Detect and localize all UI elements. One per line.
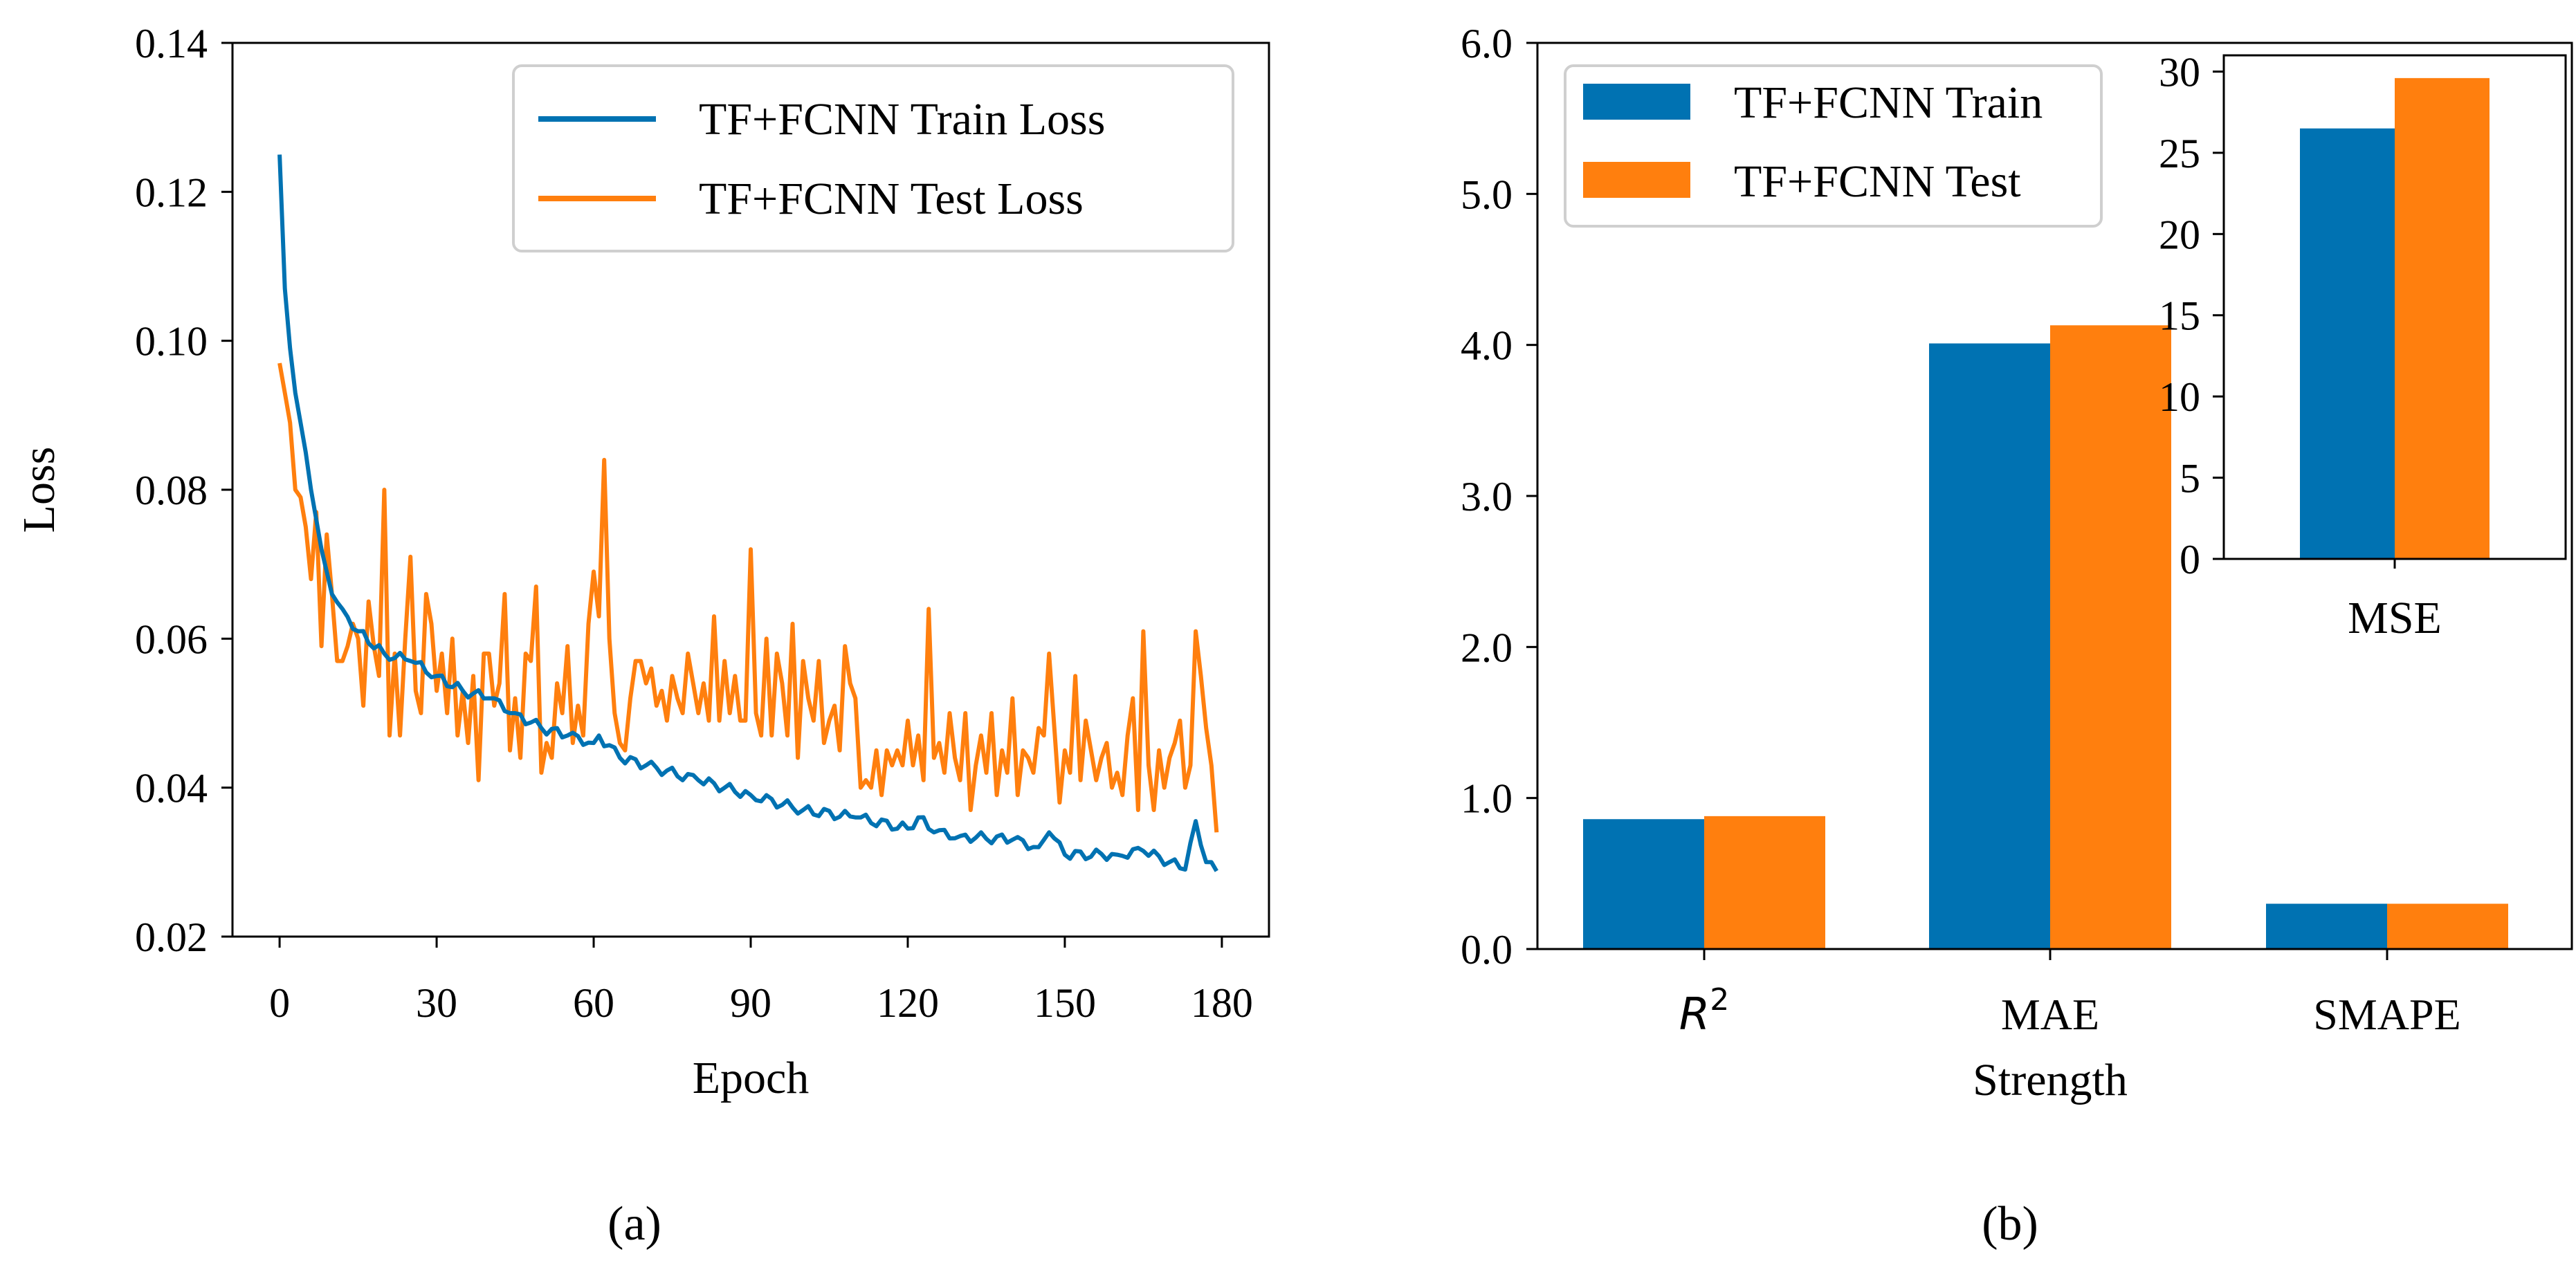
metrics-y-tick-label: 1.0 [1461,776,1513,822]
legend-test-loss-label: TF+FCNN Test Loss [699,174,1084,224]
legend-test-label: TF+FCNN Test [1734,156,2021,207]
metrics-x-axis-label: Strength [1973,1055,2128,1105]
metrics-x-tick-label: SMAPE [2313,990,2460,1039]
metrics-legend: TF+FCNN Train TF+FCNN Test [1564,64,2103,228]
train-bar-mae [1929,343,2050,949]
loss-x-tick-label: 0 [269,980,290,1026]
loss-y-tick-label: 0.02 [135,914,208,960]
metrics-y-tick-label: 0.0 [1461,927,1513,973]
loss-legend-box [512,64,1234,252]
train-bar-mse [2300,128,2395,559]
loss-y-axis-label: Loss [14,447,64,533]
legend-test-swatch [1583,162,1690,198]
metrics-y-tick-label: 5.0 [1461,172,1513,217]
mse-inset-y-tick-label: 30 [2159,49,2200,95]
loss-x-tick-label: 30 [416,980,457,1026]
metrics-y-tick-label: 4.0 [1461,323,1513,369]
metrics-y-tick-label: 3.0 [1461,474,1513,519]
loss-y-tick-label: 0.08 [135,468,208,513]
mse-inset-y-tick-label: 25 [2159,131,2200,176]
metrics-y-tick-label: 6.0 [1461,21,1513,66]
loss-line-chart: 0 30 60 90 120 150 180 0.02 0.04 0.06 0.08 0.10 0.1… [14,21,1270,1251]
loss-legend: TF+FCNN Train Loss TF+FCNN Test Loss [512,64,1234,252]
train-bar-smape [2266,903,2387,949]
metrics-bar-chart: R2 MAE SMAPE 0.0 1.0 2.0 3.0 4.0 5.0 6.0 Strengt… [1461,21,2573,1251]
loss-y-tick-label: 0.04 [135,766,208,811]
loss-y-tick-label: 0.10 [135,319,208,365]
metrics-y-tick-label: 2.0 [1461,625,1513,670]
mse-inset-category-label: MSE [2348,593,2442,643]
loss-x-tick-label: 150 [1034,980,1096,1026]
train-loss-line [277,154,1218,872]
loss-x-tick-label: 90 [730,980,771,1026]
test-bar-mse [2395,77,2490,559]
loss-y-tick-label: 0.12 [135,169,208,215]
panel-a-label: (a) [608,1197,661,1251]
mse-inset-y-tick-label: 0 [2180,537,2200,582]
test-bar-mae [2050,325,2171,949]
legend-train-loss-label: TF+FCNN Train Loss [699,94,1105,145]
test-bar-r2 [1704,816,1825,949]
metrics-x-tick-label: R2 [1679,982,1729,1040]
test-bar-smape [2387,903,2508,949]
loss-y-tick-label: 0.06 [135,616,208,662]
mse-inset-y-tick-label: 5 [2180,456,2200,501]
loss-x-tick-label: 180 [1191,980,1253,1026]
panel-b-label: (b) [1982,1197,2038,1251]
metrics-x-tick-label: MAE [2001,990,2099,1039]
train-bar-r2 [1583,819,1704,949]
test-loss-line [277,362,1219,833]
loss-x-tick-label: 60 [573,980,614,1026]
mse-inset-chart: 0 5 10 15 20 25 30 MSE [2159,49,2567,643]
mse-inset-y-tick-label: 20 [2159,212,2200,257]
metrics-legend-box [1564,64,2103,228]
legend-train-swatch [1583,84,1690,120]
loss-y-tick-label: 0.14 [135,21,208,66]
legend-train-label: TF+FCNN Train [1734,77,2043,128]
loss-x-axis-label: Epoch [693,1053,810,1103]
mse-inset-y-tick-label: 10 [2159,374,2200,420]
mse-inset-y-tick-label: 15 [2159,293,2200,339]
loss-x-tick-label: 120 [877,980,939,1026]
